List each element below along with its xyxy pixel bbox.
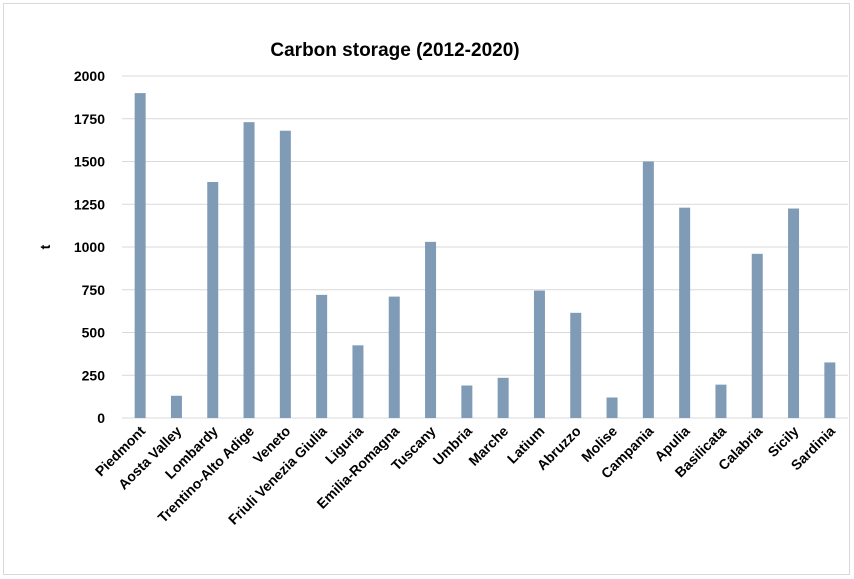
y-tick-label: 0 (97, 410, 105, 426)
y-tick-label: 1250 (74, 196, 105, 212)
bars (134, 93, 836, 419)
x-tick-label: Marche (465, 423, 511, 469)
y-tick-label: 2000 (74, 68, 105, 84)
bar (243, 122, 255, 419)
bar (461, 385, 473, 418)
bar (751, 253, 763, 418)
bar (679, 207, 691, 418)
bar (533, 290, 545, 418)
y-tick-label: 250 (82, 367, 106, 383)
y-tick-label: 1750 (74, 111, 105, 127)
y-tick-label: 500 (82, 325, 106, 341)
y-tick-label: 750 (82, 282, 106, 298)
bar (606, 397, 618, 418)
bar (207, 182, 219, 418)
bar (134, 93, 146, 418)
bar (279, 130, 291, 418)
bar (715, 384, 727, 418)
y-tick-label: 1000 (74, 239, 105, 255)
y-axis-ticks: 0 250 500 750 1000 1250 1500 1750 2000 (74, 68, 105, 426)
bar (388, 296, 400, 418)
bar (497, 377, 509, 418)
y-tick-label: 1500 (74, 154, 105, 170)
chart-title: Carbon storage (2012-2020) (270, 40, 519, 61)
bar (824, 362, 836, 418)
bar (352, 345, 364, 418)
y-axis-label: t (37, 244, 53, 249)
bar (788, 208, 800, 418)
bar (170, 395, 182, 418)
bar (316, 294, 328, 418)
bar (425, 241, 437, 418)
gridlines (122, 75, 848, 419)
bar (570, 312, 582, 418)
bar (642, 161, 654, 418)
